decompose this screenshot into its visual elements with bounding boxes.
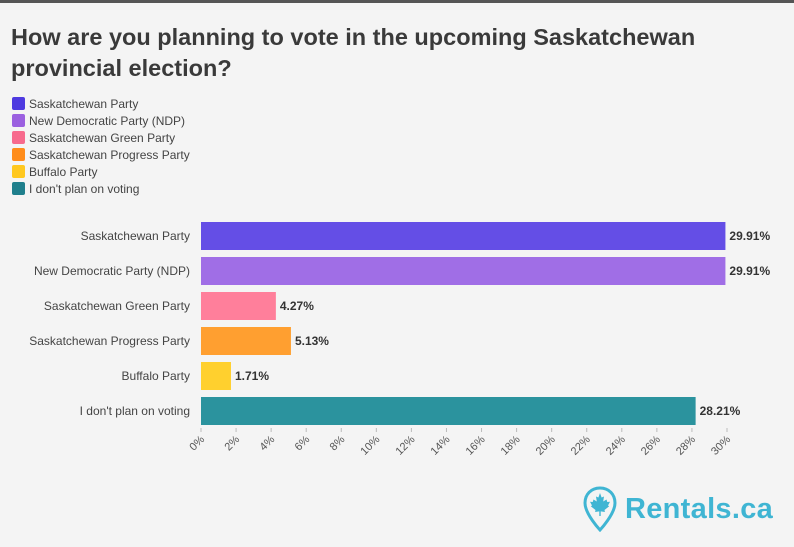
legend-swatch	[12, 182, 25, 195]
x-tick-label: 18%	[499, 433, 523, 457]
bar	[201, 362, 231, 390]
x-tick-label: 2%	[222, 433, 242, 453]
bar	[201, 222, 726, 250]
x-tick-label: 28%	[674, 433, 698, 457]
category-label: Saskatchewan Green Party	[44, 299, 190, 313]
legend-swatch	[12, 148, 25, 161]
bar	[201, 292, 276, 320]
legend-swatch	[12, 114, 25, 127]
category-label: Saskatchewan Progress Party	[29, 334, 190, 348]
legend: Saskatchewan Party New Democratic Party …	[12, 95, 190, 197]
x-tick-label: 14%	[429, 433, 453, 457]
legend-item: Saskatchewan Green Party	[12, 129, 190, 146]
legend-label: Buffalo Party	[29, 164, 98, 179]
legend-item: Saskatchewan Party	[12, 95, 190, 112]
bar	[201, 257, 726, 285]
x-tick-label: 4%	[258, 433, 278, 453]
legend-swatch	[12, 131, 25, 144]
x-tick-label: 8%	[328, 433, 348, 453]
legend-label: Saskatchewan Green Party	[29, 130, 176, 145]
bar	[201, 327, 291, 355]
maple-leaf-pin-icon	[583, 486, 617, 532]
x-tick-label: 30%	[709, 433, 733, 457]
brand-name: Rentals.ca	[625, 492, 774, 525]
data-label: 1.71%	[235, 369, 269, 383]
legend-item: New Democratic Party (NDP)	[12, 112, 190, 129]
chart-title: How are you planning to vote in the upco…	[11, 24, 696, 81]
legend-label: Saskatchewan Progress Party	[29, 147, 190, 162]
legend-item: I don't plan on voting	[12, 180, 190, 197]
x-tick-label: 16%	[464, 433, 488, 457]
data-label: 4.27%	[280, 299, 314, 313]
legend-label: Saskatchewan Party	[29, 96, 139, 111]
data-label: 29.91%	[729, 264, 770, 278]
x-tick-label: 12%	[393, 433, 417, 457]
x-tick-label: 20%	[534, 433, 558, 457]
data-label: 5.13%	[295, 334, 329, 348]
x-tick-label: 26%	[639, 433, 663, 457]
x-tick-label: 0%	[187, 433, 207, 453]
data-label: 28.21%	[700, 404, 741, 418]
data-label: 29.91%	[729, 229, 770, 243]
category-label: Saskatchewan Party	[81, 229, 190, 243]
legend-swatch	[12, 97, 25, 110]
category-label: I don't plan on voting	[80, 404, 190, 418]
category-label: New Democratic Party (NDP)	[34, 264, 190, 278]
bar	[201, 397, 696, 425]
legend-item: Saskatchewan Progress Party	[12, 146, 190, 163]
category-label: Buffalo Party	[122, 369, 190, 383]
x-tick-label: 22%	[569, 433, 593, 457]
brand-logo: Rentals.ca	[583, 486, 773, 532]
x-tick-label: 6%	[293, 433, 313, 453]
top-rule	[0, 0, 794, 3]
x-tick-label: 10%	[358, 433, 382, 457]
legend-label: New Democratic Party (NDP)	[29, 113, 186, 128]
legend-label: I don't plan on voting	[29, 181, 140, 196]
legend-swatch	[12, 165, 25, 178]
x-tick-label: 24%	[604, 433, 628, 457]
legend-item: Buffalo Party	[12, 163, 190, 180]
